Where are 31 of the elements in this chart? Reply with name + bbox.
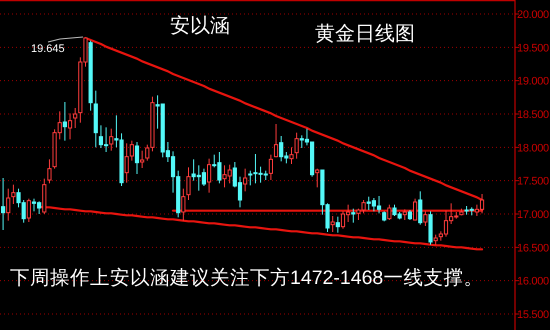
y-tick-label: 15.500	[517, 309, 550, 321]
candlestick	[186, 166, 191, 200]
candlestick	[289, 146, 294, 164]
candlestick	[181, 188, 186, 222]
y-tick-label: 16.000	[517, 276, 550, 288]
candlestick	[330, 216, 335, 232]
y-tick-label: 19.500	[517, 42, 550, 54]
text: 安以涵	[170, 15, 230, 37]
y-tick-label: 17.000	[517, 209, 550, 221]
candlestick	[62, 102, 67, 142]
candlestick	[0, 178, 6, 230]
y-tick-label: 17.500	[517, 176, 550, 188]
annotation: 下周操作上安以涵建议关注下方1472-1468一线支撑。	[10, 266, 484, 289]
candlestick	[140, 150, 144, 168]
candlestick	[336, 216, 340, 234]
candlestick	[73, 108, 78, 128]
candlestick	[206, 158, 212, 194]
y-tick-label: 20.000	[517, 9, 550, 21]
candlestick	[94, 90, 98, 148]
y-tick-label: 18.000	[517, 142, 550, 154]
y-tick-label: 18.500	[517, 109, 550, 121]
text: 黄金日线图	[315, 23, 415, 45]
candlestick	[294, 132, 299, 160]
candlestick	[11, 184, 16, 204]
candlestick	[68, 112, 72, 140]
y-tick-label: 19.000	[517, 76, 550, 88]
candlestick	[243, 168, 248, 192]
candlestick	[6, 188, 10, 222]
y-tick-label: 16.500	[517, 242, 550, 254]
annotation: 19.645	[31, 43, 65, 55]
candlestick	[47, 158, 52, 184]
